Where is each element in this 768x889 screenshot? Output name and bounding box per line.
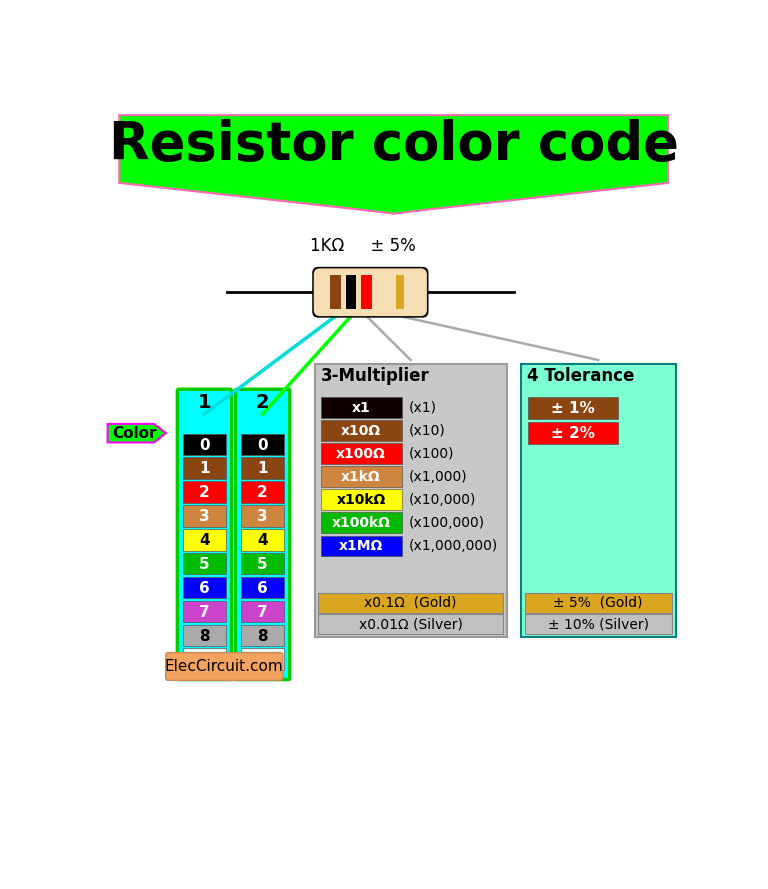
Text: 1: 1 [197, 393, 211, 412]
Polygon shape [119, 116, 668, 213]
Text: 2: 2 [256, 393, 270, 412]
Bar [330, 276, 341, 309]
Bar [183, 553, 227, 574]
Text: ± 10% (Silver): ± 10% (Silver) [548, 617, 649, 631]
Text: (x100,000): (x100,000) [409, 517, 485, 530]
Text: 1: 1 [257, 461, 268, 477]
Bar [241, 481, 284, 503]
FancyBboxPatch shape [177, 389, 232, 679]
Bar [241, 553, 284, 574]
Text: x0.01Ω (Silver): x0.01Ω (Silver) [359, 617, 462, 631]
Text: 2: 2 [199, 485, 210, 501]
FancyBboxPatch shape [166, 653, 283, 680]
Bar [321, 466, 402, 487]
Bar [241, 505, 284, 526]
Bar [241, 648, 284, 670]
Text: x100kΩ: x100kΩ [332, 517, 390, 530]
Text: Resistor color code: Resistor color code [108, 119, 679, 172]
Bar [361, 276, 372, 309]
Text: 6: 6 [199, 581, 210, 596]
Bar [525, 593, 672, 613]
Text: x100Ω: x100Ω [336, 447, 386, 461]
Text: Color: Color [112, 426, 157, 441]
Text: 1KΩ     ± 5%: 1KΩ ± 5% [310, 237, 415, 255]
Text: (x1,000): (x1,000) [409, 470, 467, 484]
Text: 9: 9 [257, 653, 268, 668]
Bar [183, 481, 227, 503]
FancyBboxPatch shape [313, 267, 429, 317]
Text: 3: 3 [257, 509, 268, 525]
Text: 2: 2 [257, 485, 268, 501]
Bar [241, 601, 284, 622]
Text: 3: 3 [199, 509, 210, 525]
Bar [321, 512, 402, 533]
Text: 5: 5 [199, 557, 210, 572]
Bar [321, 535, 402, 557]
Text: x0.1Ω  (Gold): x0.1Ω (Gold) [364, 596, 457, 610]
Text: 7: 7 [257, 605, 268, 620]
Bar [315, 364, 507, 637]
Text: x1: x1 [352, 401, 370, 415]
Bar [183, 624, 227, 646]
Text: 4 Tolerance: 4 Tolerance [527, 367, 634, 385]
Text: 0: 0 [257, 437, 268, 453]
Text: 0: 0 [199, 437, 210, 453]
Text: 3-Multiplier: 3-Multiplier [321, 367, 429, 385]
Text: 8: 8 [199, 629, 210, 644]
Text: ElecCircuit.com: ElecCircuit.com [164, 659, 283, 674]
Text: (x10,000): (x10,000) [409, 493, 475, 507]
Text: 9: 9 [199, 653, 210, 668]
Bar [183, 458, 227, 479]
FancyBboxPatch shape [314, 268, 427, 316]
Text: 1: 1 [199, 461, 210, 477]
Bar [241, 458, 284, 479]
Bar [241, 624, 284, 646]
Bar [241, 434, 284, 455]
Bar [525, 614, 672, 634]
Bar [521, 364, 676, 637]
Text: 5: 5 [257, 557, 268, 572]
Bar [528, 421, 617, 444]
Bar [183, 577, 227, 598]
Bar [321, 444, 402, 464]
Text: 8: 8 [257, 629, 268, 644]
Text: (x1): (x1) [409, 401, 436, 415]
Bar [321, 489, 402, 510]
Bar [183, 434, 227, 455]
Text: (x1,000,000): (x1,000,000) [409, 540, 498, 553]
Text: 7: 7 [199, 605, 210, 620]
Polygon shape [108, 424, 166, 443]
Text: 6: 6 [257, 581, 268, 596]
Bar [321, 420, 402, 441]
Text: ± 2%: ± 2% [551, 426, 594, 441]
Text: x10Ω: x10Ω [341, 424, 381, 438]
Text: ± 5%  (Gold): ± 5% (Gold) [554, 596, 643, 610]
Bar [528, 397, 617, 420]
Text: x10kΩ: x10kΩ [336, 493, 386, 507]
Text: x1MΩ: x1MΩ [339, 540, 383, 553]
FancyBboxPatch shape [236, 389, 290, 679]
Bar [319, 614, 503, 634]
Bar [396, 276, 404, 309]
Text: 4: 4 [199, 533, 210, 549]
Bar [183, 648, 227, 670]
Bar [321, 397, 402, 418]
Bar [319, 593, 503, 613]
Text: 4: 4 [257, 533, 268, 549]
Bar [183, 601, 227, 622]
Text: x1kΩ: x1kΩ [341, 470, 381, 484]
Text: (x100): (x100) [409, 447, 454, 461]
Bar [241, 529, 284, 550]
Bar [346, 276, 356, 309]
Bar [183, 505, 227, 526]
Bar [241, 577, 284, 598]
Bar [183, 529, 227, 550]
Text: ± 1%: ± 1% [551, 401, 594, 416]
Text: (x10): (x10) [409, 424, 445, 438]
